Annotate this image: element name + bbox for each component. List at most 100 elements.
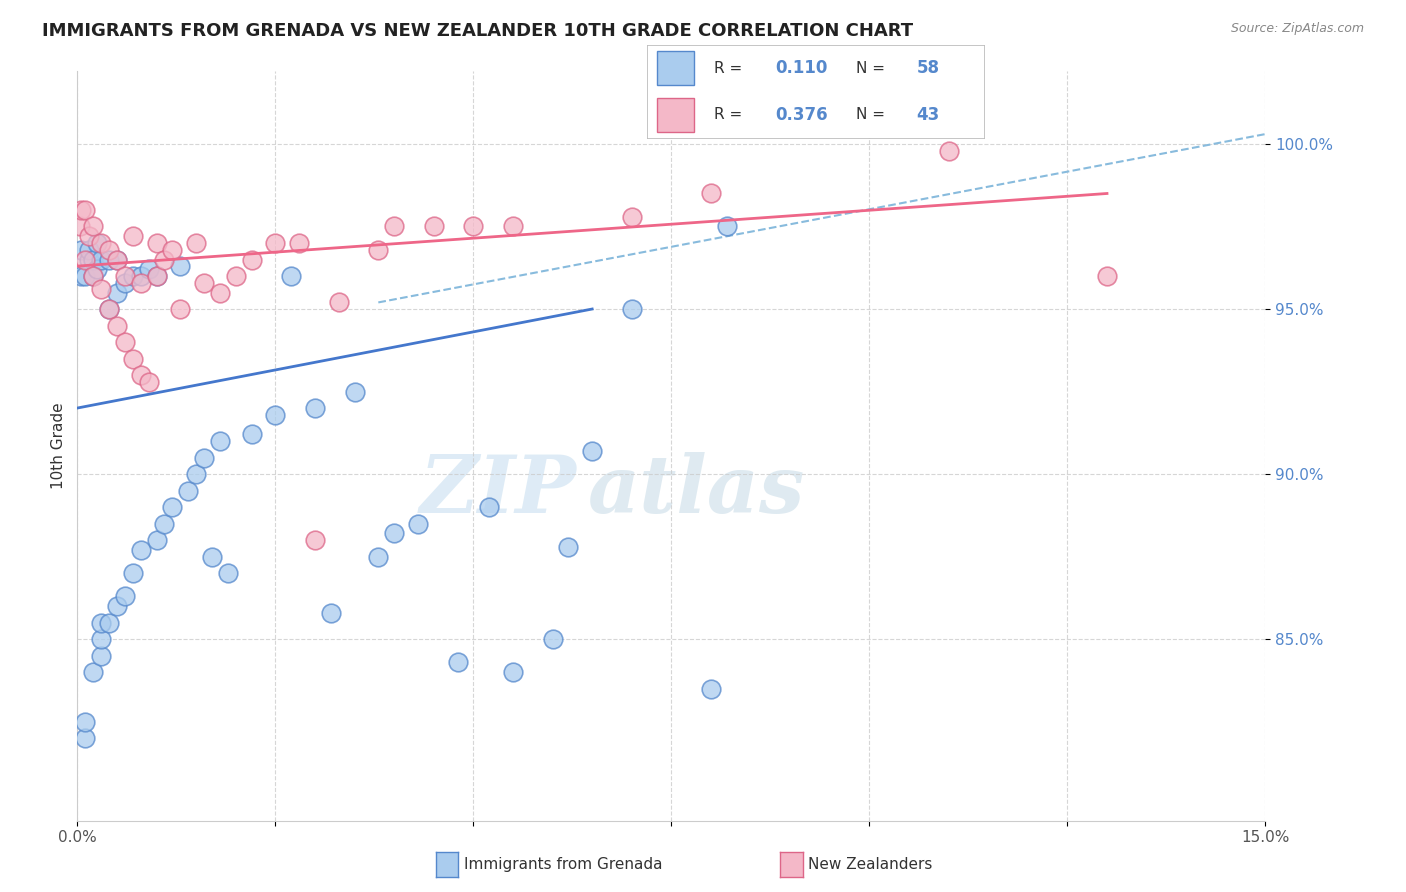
Point: [406, 516, 429, 531]
Point: [98, 301, 121, 316]
Point: [75, 268, 97, 283]
Point: [129, 543, 152, 558]
Point: [478, 500, 501, 514]
Point: [114, 268, 136, 283]
Text: 0.376: 0.376: [775, 106, 828, 124]
Point: [82, 665, 104, 679]
Point: [77, 229, 100, 244]
Point: [121, 351, 143, 366]
Point: [90, 252, 112, 267]
Point: [177, 483, 200, 498]
Point: [75, 714, 97, 729]
Point: [77, 243, 100, 257]
Point: [446, 655, 468, 669]
Point: [70, 268, 93, 283]
Point: [319, 606, 342, 620]
Point: [70, 202, 93, 217]
Point: [82, 252, 104, 267]
Point: [186, 467, 208, 481]
Point: [169, 301, 191, 316]
Text: N =: N =: [856, 61, 890, 76]
Point: [264, 235, 287, 250]
Text: N =: N =: [856, 107, 890, 122]
Text: Immigrants from Grenada: Immigrants from Grenada: [464, 857, 662, 871]
Y-axis label: 10th Grade: 10th Grade: [51, 402, 66, 490]
Point: [121, 268, 143, 283]
Point: [86, 262, 108, 277]
Point: [240, 427, 263, 442]
Point: [502, 219, 524, 234]
Text: 0.110: 0.110: [775, 59, 827, 77]
Point: [121, 229, 143, 244]
Point: [138, 262, 160, 277]
Point: [193, 450, 215, 465]
Point: [343, 384, 366, 399]
Point: [382, 219, 405, 234]
Point: [240, 252, 263, 267]
Point: [82, 268, 104, 283]
Point: [86, 235, 108, 250]
Point: [557, 540, 579, 554]
Point: [367, 549, 389, 564]
FancyBboxPatch shape: [657, 98, 695, 132]
Point: [69, 219, 91, 234]
FancyBboxPatch shape: [657, 51, 695, 85]
Point: [541, 632, 564, 646]
Point: [75, 252, 97, 267]
Text: atlas: atlas: [588, 452, 806, 530]
Point: [153, 252, 176, 267]
Point: [105, 599, 128, 613]
Point: [121, 566, 143, 580]
Point: [75, 202, 97, 217]
Point: [304, 533, 326, 547]
Text: R =: R =: [714, 61, 748, 76]
Point: [98, 301, 121, 316]
Point: [90, 235, 112, 250]
Point: [98, 615, 121, 630]
Point: [129, 368, 152, 382]
Point: [217, 566, 239, 580]
Point: [114, 589, 136, 603]
Point: [280, 268, 302, 283]
Point: [201, 549, 224, 564]
Text: ZIP: ZIP: [419, 452, 576, 530]
Text: R =: R =: [714, 107, 748, 122]
Text: Source: ZipAtlas.com: Source: ZipAtlas.com: [1230, 22, 1364, 36]
Point: [288, 235, 311, 250]
Point: [138, 375, 160, 389]
Text: IMMIGRANTS FROM GRENADA VS NEW ZEALANDER 10TH GRADE CORRELATION CHART: IMMIGRANTS FROM GRENADA VS NEW ZEALANDER…: [42, 22, 914, 40]
Point: [145, 235, 167, 250]
Point: [162, 500, 184, 514]
Point: [90, 648, 112, 663]
Point: [98, 252, 121, 267]
Point: [70, 243, 93, 257]
Text: 58: 58: [917, 59, 939, 77]
Point: [193, 276, 215, 290]
Text: New Zealanders: New Zealanders: [808, 857, 932, 871]
Point: [90, 282, 112, 296]
Point: [105, 252, 128, 267]
Point: [153, 516, 176, 531]
Point: [105, 318, 128, 333]
Point: [620, 301, 643, 316]
Point: [77, 252, 100, 267]
Point: [700, 681, 723, 696]
Point: [105, 285, 128, 300]
Point: [82, 219, 104, 234]
Point: [581, 444, 603, 458]
Point: [367, 243, 389, 257]
Point: [423, 219, 446, 234]
Point: [700, 186, 723, 201]
Point: [264, 408, 287, 422]
Point: [502, 665, 524, 679]
Point: [105, 252, 128, 267]
Point: [129, 276, 152, 290]
Point: [620, 210, 643, 224]
Point: [169, 259, 191, 273]
Point: [304, 401, 326, 415]
Text: 43: 43: [917, 106, 941, 124]
Point: [145, 268, 167, 283]
Point: [225, 268, 247, 283]
Point: [186, 235, 208, 250]
Point: [328, 295, 350, 310]
